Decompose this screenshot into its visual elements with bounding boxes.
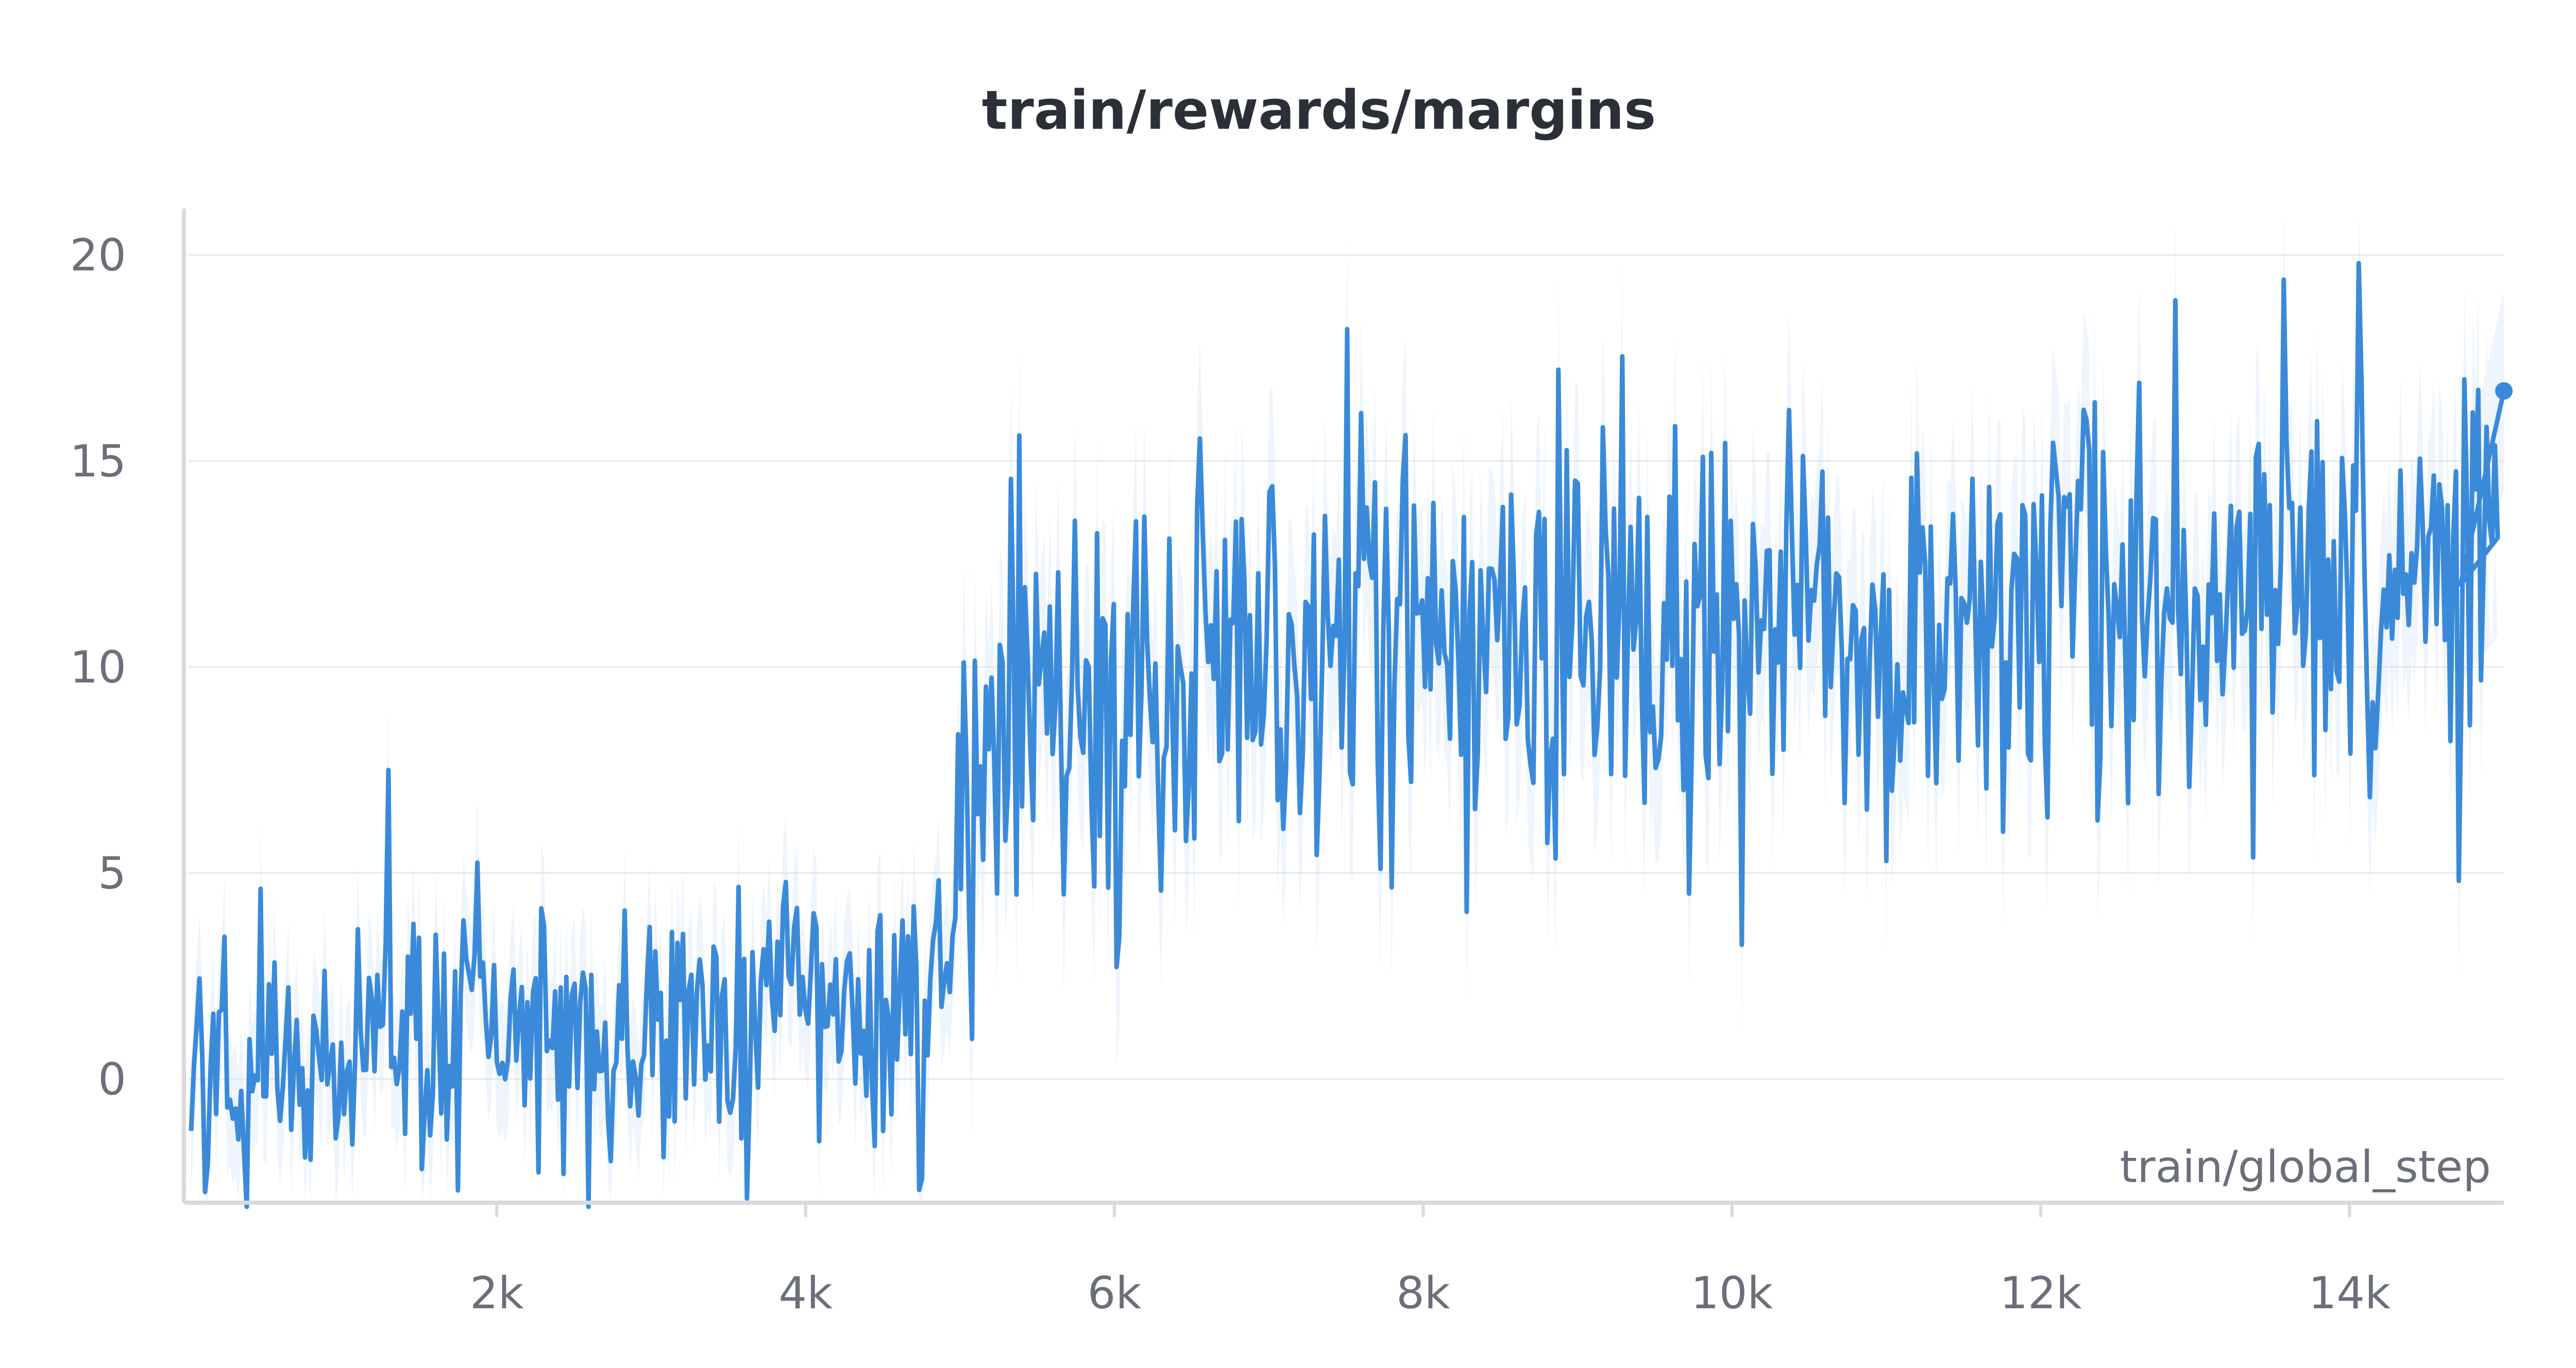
axes [182,209,2504,1217]
x-tick-label: 10k [1691,1268,1773,1319]
y-tick-label: 0 [98,1054,126,1105]
y-tick-label: 15 [70,436,126,487]
x-tick-label: 4k [778,1268,833,1319]
y-tick-label: 5 [98,848,126,899]
series-layer [189,261,2513,1209]
x-tick-label: 14k [2309,1268,2391,1319]
x-tick-label: 6k [1088,1268,1142,1319]
chart-title: train/rewards/margins [982,79,1656,142]
last-point-marker [2495,382,2513,400]
x-tick-label: 2k [470,1268,524,1319]
y-tick-labels: 0 5 10 15 20 [70,230,126,1105]
x-tick-label: 12k [1999,1268,2081,1319]
x-tick-labels: 2k 4k 6k 8k 10k 12k 14k [470,1268,2391,1319]
x-axis-title: train/global_step [2120,1141,2491,1193]
y-tick-label: 10 [70,642,126,693]
x-tick-label: 8k [1396,1268,1450,1319]
y-tick-label: 20 [70,230,126,281]
series-line [189,261,2506,1209]
